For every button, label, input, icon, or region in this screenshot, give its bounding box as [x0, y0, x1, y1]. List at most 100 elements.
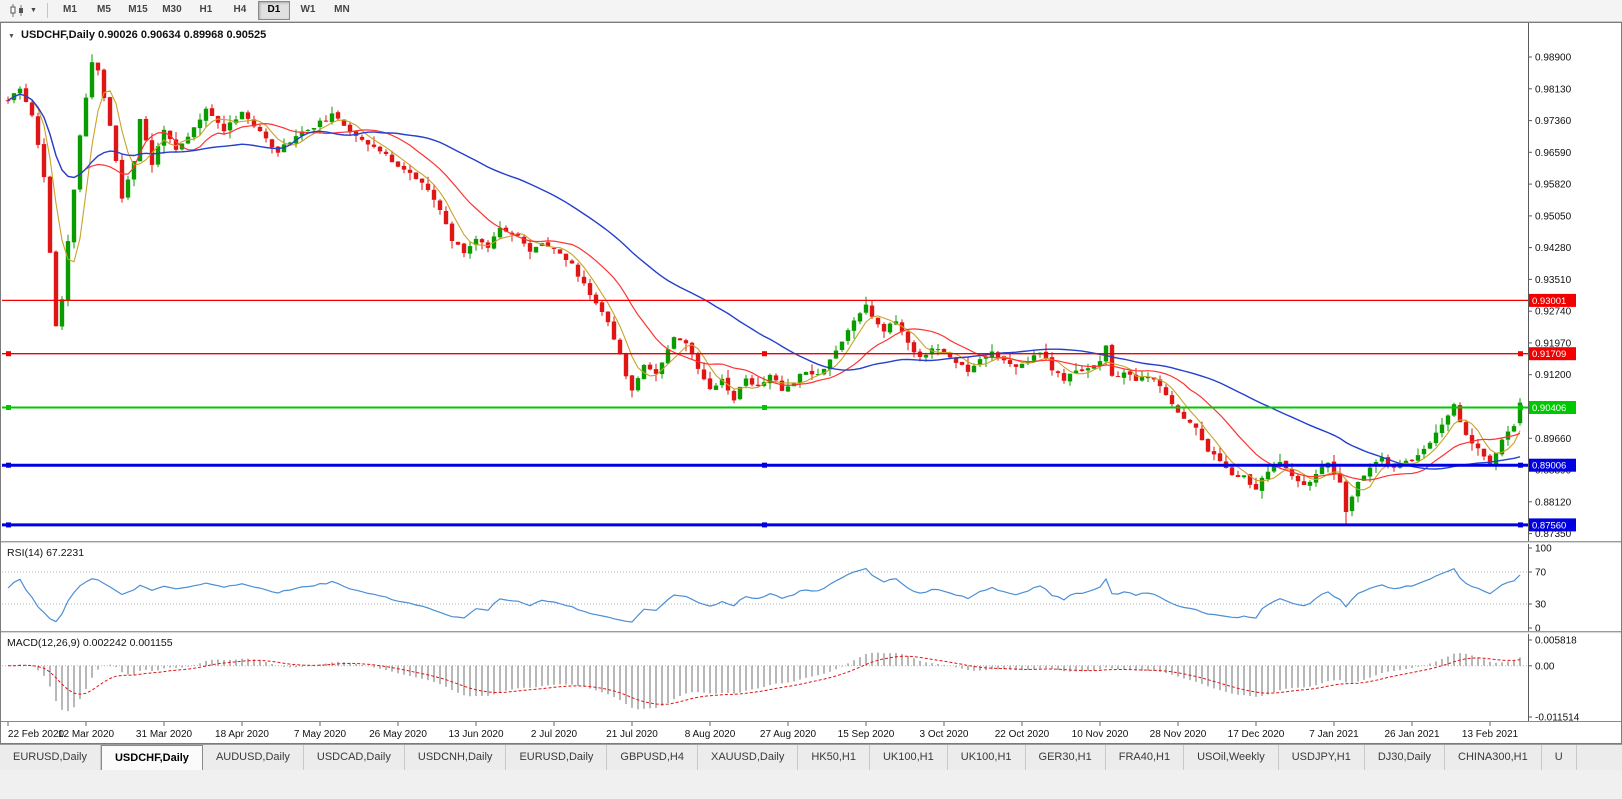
level-handle[interactable] — [762, 462, 767, 468]
symbol-tab-china300-h1[interactable]: CHINA300,H1 — [1445, 745, 1542, 770]
timeframe-button-m30[interactable]: M30 — [162, 4, 182, 15]
timeframe-button-m15[interactable]: M15 — [128, 4, 148, 15]
symbol-tab-audusd-daily[interactable]: AUDUSD,Daily — [203, 745, 304, 770]
rsi-label: RSI(14) 67.2231 — [7, 547, 84, 559]
ma-line-5 — [7, 90, 1521, 491]
timeframe-toolbar: M1 M5 M15 M30 H1 H4 D1 W1 MN — [54, 0, 360, 22]
symbol-tab-dj30-daily[interactable]: DJ30,Daily — [1365, 745, 1446, 770]
price-tick-label: 0.95050 — [1535, 211, 1572, 222]
timeframe-button-mn[interactable]: MN — [334, 4, 350, 15]
price-tick-label: 0.87350 — [1535, 529, 1572, 540]
rsi-axis-label: 0 — [1535, 624, 1541, 635]
price-tick-label: 0.91970 — [1535, 338, 1572, 349]
symbol-tab-usdcnh-daily[interactable]: USDCNH,Daily — [405, 745, 507, 770]
level-handle[interactable] — [6, 405, 11, 410]
ma-line-40 — [7, 93, 1521, 470]
timeframe-button-w1[interactable]: W1 — [300, 4, 316, 15]
date-axis-label: 10 Nov 2020 — [1072, 729, 1129, 740]
date-axis-label: 22 Oct 2020 — [995, 729, 1050, 740]
level-handle[interactable] — [1518, 462, 1523, 468]
symbol-tab-eurusd-daily[interactable]: EURUSD,Daily — [506, 745, 608, 770]
level-handle[interactable] — [762, 405, 767, 410]
symbol-tab-xauusd-daily[interactable]: XAUUSD,Daily — [698, 745, 799, 770]
level-handle[interactable] — [1518, 351, 1523, 357]
symbol-tab-fra40-h1[interactable]: FRA40,H1 — [1106, 745, 1185, 770]
timeframe-button-d1[interactable]: D1 — [257, 1, 290, 20]
rsi-axis-label: 70 — [1535, 568, 1547, 579]
level-price-tag — [1529, 293, 1576, 307]
chart-type-button[interactable]: ▼ — [5, 2, 41, 20]
date-axis-label: 13 Jun 2020 — [448, 729, 503, 740]
date-axis-label: 13 Feb 2021 — [1462, 729, 1519, 740]
price-tick-label: 0.96590 — [1535, 148, 1572, 159]
status-strip — [0, 770, 1622, 799]
macd-label: MACD(12,26,9) 0.002242 0.001155 — [7, 637, 173, 649]
level-price-tag-label: 0.87560 — [1532, 520, 1566, 531]
level-price-tag — [1529, 458, 1576, 472]
symbol-tab-usoil-weekly[interactable]: USOil,Weekly — [1184, 745, 1279, 770]
symbol-tab-u[interactable]: U — [1542, 745, 1577, 770]
date-axis-label: 26 May 2020 — [369, 729, 427, 740]
level-handle[interactable] — [762, 522, 767, 528]
level-price-tag — [1529, 347, 1576, 361]
level-handle[interactable] — [6, 462, 11, 468]
level-price-tag-label: 0.90406 — [1532, 403, 1566, 414]
rsi-axis-label: 30 — [1535, 600, 1547, 611]
level-price-tag-label: 0.91709 — [1532, 349, 1566, 360]
symbol-tab-hk50-h1[interactable]: HK50,H1 — [798, 745, 870, 770]
symbol-tab-usdcad-daily[interactable]: USDCAD,Daily — [304, 745, 405, 770]
symbol-tab-gbpusd-h4[interactable]: GBPUSD,H4 — [607, 745, 698, 770]
price-tick-label: 0.92740 — [1535, 307, 1572, 318]
date-axis-label: 21 Jul 2020 — [606, 729, 658, 740]
date-axis-label: 17 Dec 2020 — [1228, 729, 1285, 740]
level-handle[interactable] — [762, 351, 767, 357]
symbol-tab-uk100-h1[interactable]: UK100,H1 — [870, 745, 948, 770]
date-axis-label: 27 Aug 2020 — [760, 729, 817, 740]
symbol-tab-eurusd-daily[interactable]: EURUSD,Daily — [0, 745, 101, 770]
level-handle[interactable] — [6, 522, 11, 528]
symbol-tab-bar: EURUSD,Daily USDCHF,Daily AUDUSD,Daily USDC… — [0, 744, 1622, 770]
symbol-tab-usdchf-daily[interactable]: USDCHF,Daily — [100, 745, 203, 770]
toolbar-separator — [46, 3, 48, 18]
price-plot-layer — [5, 54, 1523, 525]
level-handle[interactable] — [1518, 522, 1523, 528]
macd-axis-label: -0.011514 — [1535, 713, 1580, 724]
date-axis-label: 3 Oct 2020 — [920, 729, 969, 740]
chart-canvas[interactable]: 0.98900 0.98130 0.97360 0.96590 0.95820 0.950… — [0, 22, 1622, 744]
date-axis-label: 8 Aug 2020 — [685, 729, 736, 740]
timeframe-button-h4[interactable]: H4 — [233, 4, 247, 15]
level-handle[interactable] — [6, 351, 11, 357]
level-price-tag-label: 0.89006 — [1532, 461, 1566, 472]
price-axis: 0.98900 0.98130 0.97360 0.96590 0.95820 0.950… — [1528, 22, 1580, 724]
rsi-line — [7, 567, 1521, 623]
date-axis-label: 26 Jan 2021 — [1384, 729, 1439, 740]
date-axis-label: 28 Nov 2020 — [1150, 729, 1207, 740]
macd-axis-label: 0.00 — [1535, 661, 1555, 672]
date-axis-label: 31 Mar 2020 — [136, 729, 193, 740]
level-price-tag — [1529, 518, 1576, 532]
timeframe-button-h1[interactable]: H1 — [199, 4, 213, 15]
chart-dropdown-icon[interactable]: ▼ — [8, 33, 15, 40]
symbol-tab-uk100-h1[interactable]: UK100,H1 — [948, 745, 1026, 770]
date-axis-label: 7 Jan 2021 — [1309, 729, 1359, 740]
candlestick-chart-icon — [10, 4, 23, 17]
candles-layer — [5, 54, 1523, 525]
symbol-tab-ger30-h1[interactable]: GER30,H1 — [1026, 745, 1106, 770]
date-axis-label: 2 Jul 2020 — [531, 729, 578, 740]
level-handle[interactable] — [1518, 405, 1523, 410]
date-axis-label: 12 Mar 2020 — [58, 729, 115, 740]
panel-separator[interactable] — [0, 631, 1622, 634]
macd-axis-label: 0.005818 — [1535, 636, 1577, 647]
macd-signal-line — [7, 655, 1521, 705]
timeframe-button-m5[interactable]: M5 — [96, 4, 111, 15]
symbol-tab-usdjpy-h1[interactable]: USDJPY,H1 — [1279, 745, 1365, 770]
top-toolbar: ▼ M1 M5 M15 M30 H1 H4 D1 W1 MN — [0, 0, 1622, 22]
panel-separator[interactable] — [0, 541, 1622, 544]
timeframe-button-m1[interactable]: M1 — [62, 4, 77, 15]
price-tick-label: 0.97360 — [1535, 116, 1572, 127]
price-tick-label: 0.89660 — [1535, 434, 1572, 445]
price-tick-label: 0.94280 — [1535, 243, 1572, 254]
price-tick-label: 0.88120 — [1535, 497, 1572, 508]
ma-line-14 — [7, 93, 1521, 481]
